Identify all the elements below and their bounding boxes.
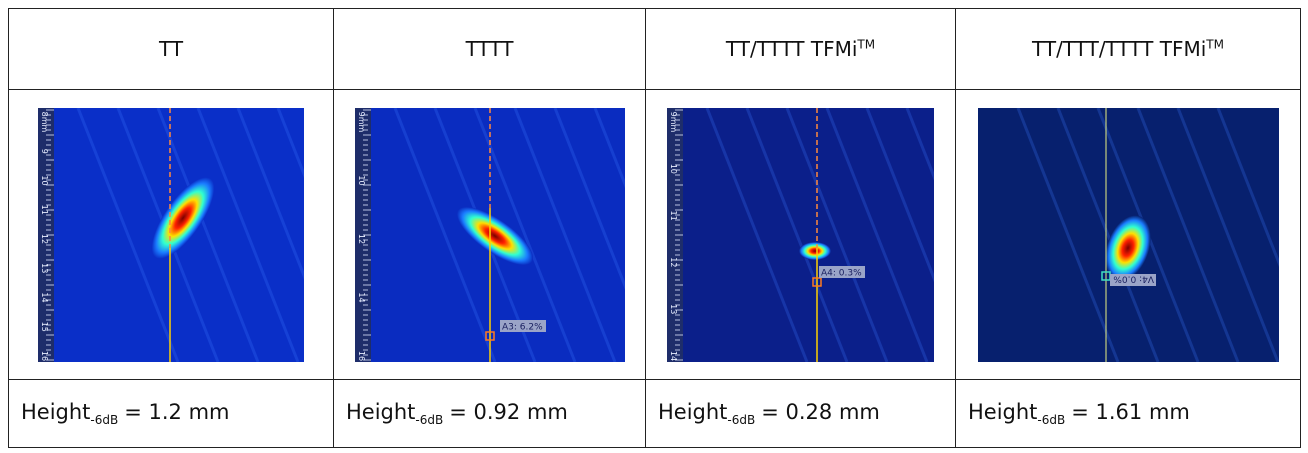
cursor-label: A4: 0.3% <box>821 268 862 278</box>
label: Height <box>21 399 91 424</box>
footer-cell: Height-6dB = 0.28 mm <box>645 379 956 448</box>
label-bg <box>1109 273 1156 286</box>
artifact <box>1216 107 1279 267</box>
header-row: TT TTTT TT/TTTT TFMiTM TT/TTT/TTTT TFMiT… <box>8 8 1301 90</box>
comparison-table: TT TTTT TT/TTTT TFMiTM TT/TTT/TTTT TFMiT… <box>8 8 1301 448</box>
label: Height <box>968 399 1038 424</box>
artifact <box>705 107 809 362</box>
artifact <box>865 107 934 282</box>
image-cell: 8mm 9 10 11 12 13 14 15 16 <box>8 89 334 380</box>
trademark: TM <box>857 37 876 52</box>
label: Height <box>346 399 416 424</box>
ruler-label: 12 <box>357 233 366 243</box>
artifact <box>593 107 625 188</box>
artifact <box>745 107 849 362</box>
artifact <box>76 107 180 362</box>
footer-row: Height-6dB = 1.2 mm Height-6dB = 0.92 mm H… <box>8 379 1301 448</box>
subscript: -6dB <box>1037 413 1066 428</box>
ruler-label: 11 <box>669 210 678 220</box>
subscript: -6dB <box>727 413 756 428</box>
artifact <box>1176 107 1279 362</box>
image-cell: V4: 0.0% <box>955 89 1301 380</box>
cursor-marker <box>812 276 822 287</box>
header-text: TT/TTT/TTTT TFMi <box>1032 37 1207 61</box>
header-text: TTTT <box>465 37 514 61</box>
ruler-label: 10 <box>357 175 366 185</box>
indication <box>151 176 215 259</box>
ruler-label: 12 <box>669 257 678 267</box>
ruler-label: 13 <box>40 263 49 273</box>
header-cell: TTTT <box>333 8 646 90</box>
scan-background <box>667 107 934 362</box>
image-cell: A3: 6.2% 9mm 10 12 14 16 <box>333 89 646 380</box>
value: = 0.28 mm <box>761 399 880 424</box>
subscript: -6dB <box>415 413 444 428</box>
cursor-label: V4: 0.0% <box>1112 273 1153 283</box>
value: = 1.61 mm <box>1071 399 1190 424</box>
ruler-label: 14 <box>40 292 49 302</box>
artifact <box>276 107 304 178</box>
trademark: TM <box>1206 37 1224 52</box>
header-cell: TT/TTTT TFMiTM <box>645 8 956 90</box>
ruler-label: 15 <box>40 321 49 331</box>
artifact <box>1056 107 1159 362</box>
header-cell: TT/TTT/TTTT TFMiTM <box>955 8 1301 90</box>
header-cell: TT <box>8 8 334 90</box>
ruler-label: 8mm <box>40 111 49 132</box>
scan-image: A4: 0.3% 9mm 10 11 12 13 14 <box>667 107 934 362</box>
label-bg <box>499 319 546 332</box>
cursor-label: A3: 6.2% <box>502 322 543 332</box>
image-row: 8mm 9 10 11 12 13 14 15 16 A3: 6.2% 9mm 10 12 14 16 A… <box>8 89 1301 380</box>
artifact <box>1016 107 1119 362</box>
ruler-label: 12 <box>40 233 49 243</box>
artifact <box>236 107 304 280</box>
scan-image: V4: 0.0% <box>977 107 1279 362</box>
indication <box>456 206 533 265</box>
ruler-label: 10 <box>40 175 49 185</box>
artifact <box>393 107 496 362</box>
ruler-label: 14 <box>357 292 366 302</box>
cursor-marker <box>484 330 495 341</box>
scan-image: A3: 6.2% 9mm 10 12 14 16 <box>354 107 625 362</box>
artifact <box>156 107 260 362</box>
indication <box>1104 214 1151 281</box>
footer-cell: Height-6dB = 1.2 mm <box>8 379 334 448</box>
image-cell: A4: 0.3% 9mm 10 11 12 13 14 <box>645 89 956 380</box>
label-bg <box>819 265 865 278</box>
ruler-label: 16 <box>357 350 366 360</box>
footer-cell: Height-6dB = 1.61 mm <box>955 379 1301 448</box>
ruler-label: 9 <box>40 148 49 153</box>
artifact <box>196 107 300 362</box>
ruler-label: 9mm <box>357 111 366 132</box>
ruler-label: 14 <box>669 350 678 360</box>
artifact <box>473 107 576 362</box>
footer-cell: Height-6dB = 0.92 mm <box>333 379 646 448</box>
label: Height <box>658 399 728 424</box>
ruler-label: 9mm <box>669 111 678 132</box>
indication <box>799 241 831 260</box>
artifact <box>553 107 625 290</box>
subscript: -6dB <box>90 413 119 428</box>
ruler-label: 10 <box>669 163 678 173</box>
value: = 0.92 mm <box>449 399 568 424</box>
header-text: TT <box>158 37 184 61</box>
artifact <box>905 107 934 181</box>
artifact <box>785 107 889 362</box>
ruler-label: 16 <box>40 350 49 360</box>
artifact <box>825 107 929 362</box>
ruler-label: 11 <box>40 204 49 214</box>
artifact <box>513 107 616 362</box>
value: = 1.2 mm <box>124 399 230 424</box>
ruler-label: 13 <box>669 304 678 314</box>
header-text: TT/TTTT TFMi <box>725 37 858 61</box>
artifact <box>1136 107 1239 362</box>
scan-image: 8mm 9 10 11 12 13 14 15 16 <box>38 107 304 362</box>
